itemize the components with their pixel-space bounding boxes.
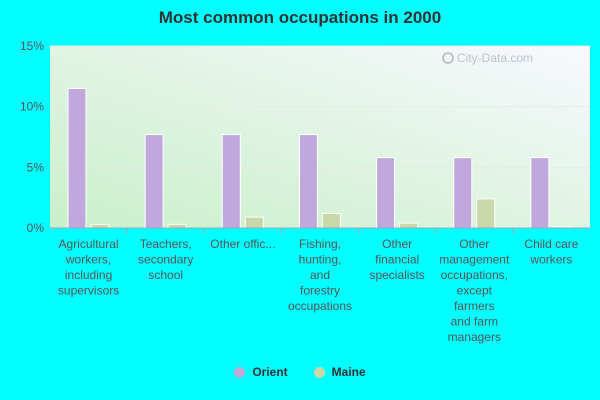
legend-item-maine: Maine: [313, 365, 366, 379]
x-axis: Agricultural workers, including supervisors…: [50, 227, 590, 344]
bar-maine: [476, 198, 496, 229]
legend-label-maine: Maine: [331, 365, 366, 379]
y-tick-label: 5%: [27, 160, 45, 174]
watermark-text: City-Data.com: [457, 51, 534, 65]
x-tick-label: Other management occupations, except farmers…: [439, 237, 510, 344]
bar-orient: [144, 134, 164, 229]
legend-label-orient: Orient: [252, 365, 288, 379]
chart-title: Most common occupations in 2000: [158, 8, 442, 27]
magnifier-icon: [442, 52, 454, 64]
bar-maine: [244, 216, 264, 229]
legend-swatch-orient: [234, 366, 246, 378]
bar-orient: [530, 157, 550, 229]
bar-maine: [167, 223, 187, 229]
x-tick-label: Other offic...: [210, 237, 275, 251]
x-tick-label: Teachers, secondary school: [138, 237, 193, 282]
y-tick-label: 0%: [27, 221, 45, 235]
x-tick-label: Fishing, hunting, and forestry occupations: [288, 237, 352, 313]
y-axis: 0% 5% 10% 15%: [20, 39, 44, 235]
bar-orient: [298, 134, 318, 229]
legend-swatch-maine: [313, 366, 325, 378]
legend: Orient Maine: [0, 365, 600, 379]
bar-orient: [453, 157, 473, 229]
plot-area: [50, 46, 590, 228]
bar-maine: [90, 223, 110, 229]
x-tick-label: Other financial specialists: [369, 237, 424, 282]
x-tick-label: Agricultural workers, including supervisors: [58, 237, 119, 298]
bar-maine: [321, 212, 341, 229]
bar-orient: [67, 87, 87, 229]
y-tick-label: 15%: [20, 39, 44, 53]
y-tick-label: 10%: [20, 100, 44, 114]
watermark: City-Data.com: [442, 51, 533, 65]
bars: [67, 87, 573, 229]
x-tick-label: Child care workers: [524, 237, 578, 267]
gridlines: [50, 45, 590, 168]
bar-orient: [221, 134, 241, 229]
legend-item-orient: Orient: [234, 365, 288, 379]
bar-maine: [399, 222, 419, 229]
bar-orient: [376, 157, 396, 229]
